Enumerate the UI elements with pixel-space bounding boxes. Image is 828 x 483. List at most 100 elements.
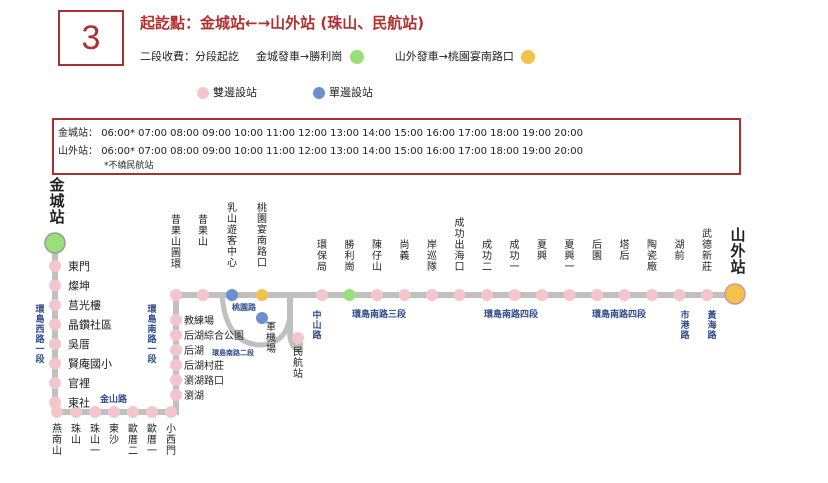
stop-label: 歐厝二	[128, 422, 138, 457]
stop-dot	[49, 338, 61, 350]
stop-dot	[49, 377, 61, 389]
road-label: 市港路	[680, 309, 690, 341]
stop-label: 陳仔山	[372, 239, 382, 273]
stop-label: 民航站	[293, 346, 303, 380]
stop-dot	[170, 389, 182, 401]
stop-label: 后湖村莊	[184, 359, 224, 372]
stop-label: 成功二	[482, 239, 492, 273]
stop-dot	[127, 406, 139, 418]
schedule-row-jincheng: 金城站： 06:00* 07:00 08:00 09:00 10:00 11:0…	[58, 124, 583, 139]
one-way-dot	[313, 87, 325, 99]
stop-label: 賢庵國小	[68, 357, 112, 371]
road-label: 桃園路	[232, 302, 257, 312]
stop-label: 瀏湖	[184, 389, 204, 402]
route-line	[52, 243, 735, 415]
stop-dot	[256, 312, 268, 324]
schedule-note: *不繞民航站	[104, 161, 154, 171]
route-line-airport	[287, 295, 303, 354]
route-line-loop	[219, 294, 293, 348]
schedule-row-shanwai: 山外站： 06:00* 07:00 08:00 09:00 10:00 11:0…	[58, 142, 583, 157]
stop-dot	[398, 289, 411, 301]
stop-label: 吳厝	[68, 338, 90, 351]
stop-dot	[49, 299, 61, 311]
stop-dot	[170, 344, 182, 356]
stop-label: 陶瓷廠	[647, 238, 657, 273]
stop-dot	[108, 406, 120, 418]
stop-label: 桃園宴南路口	[257, 201, 267, 269]
stop-label: 湖前	[675, 239, 685, 262]
route-number-box: 3	[58, 10, 124, 66]
stop-dot	[673, 289, 686, 301]
stop-dot	[316, 289, 328, 301]
stop-dot	[508, 289, 521, 301]
stop-label: 燕南山	[52, 423, 62, 457]
road-label: 環島南路四段	[592, 308, 647, 320]
schedule-origin: 山外站：	[58, 146, 98, 157]
stop-dot	[453, 289, 466, 301]
stop-dot	[170, 329, 182, 341]
stop-dot	[536, 289, 548, 301]
stop-dot	[170, 374, 182, 386]
stop-dot	[646, 289, 658, 301]
stop-dot	[49, 357, 61, 370]
stop-label: 乳山遊客中心	[227, 201, 237, 269]
stop-dot	[70, 406, 82, 418]
road-label: 環島西路一段	[35, 304, 45, 365]
road-label: 環島南路三段	[352, 308, 407, 320]
stop-label: 岸巡隊	[427, 239, 437, 273]
fare-label: 二段收費：分段起訖	[140, 50, 239, 63]
stop-dot	[49, 318, 61, 331]
stop-label: 晶鑽社區	[68, 318, 112, 332]
stop-dot	[170, 314, 182, 326]
two-way-dot	[197, 87, 209, 99]
stop-dot	[292, 332, 304, 344]
fare-info: 二段收費：分段起訖 金城發車→勝利崗 山外發車→桃園宴南路口	[140, 48, 536, 64]
stop-label: 軍機場	[266, 321, 276, 355]
stop-label: 塔后	[620, 238, 630, 262]
stop-dot	[226, 289, 238, 301]
stop-dot	[170, 289, 182, 301]
stop-label: 夏興	[537, 239, 547, 262]
stop-label: 武德新莊	[702, 227, 712, 273]
stop-label: 昔果山	[198, 214, 208, 248]
stop-dot	[49, 396, 61, 409]
road-label: 環島南路四段	[484, 308, 539, 320]
stop-dot	[197, 289, 209, 301]
stop-label: 勝利崗	[345, 238, 355, 273]
stop-label: 環保局	[317, 239, 327, 273]
schedule-origin: 金城站：	[58, 128, 98, 139]
stop-label: 珠山	[71, 422, 81, 446]
fare-a-dot	[349, 50, 364, 64]
stop-dot	[371, 289, 383, 301]
road-label: 環島南路二段	[212, 348, 254, 357]
stop-dot	[49, 260, 61, 272]
stop-label: 東沙	[109, 422, 119, 446]
stop-label: 燦坤	[68, 279, 90, 293]
stop-label: 昔果山圖環	[171, 214, 181, 270]
stop-label: 珠山一	[90, 422, 100, 457]
fare-b-label: 山外發車→桃園宴南路口	[394, 50, 514, 63]
stop-label: 尚義	[400, 238, 410, 262]
stop-label: 瀏湖路口	[184, 374, 224, 387]
terminal-start-label: 金城站	[48, 176, 65, 226]
stop-label: 東門	[68, 260, 90, 273]
stop-dot	[89, 406, 101, 418]
stop-label: 成功一	[510, 239, 520, 273]
stop-label: 歐厝一	[147, 422, 157, 457]
two-way-label: 雙邊設站	[213, 86, 257, 99]
schedule-table: 金城站： 06:00* 07:00 08:00 09:00 10:00 11:0…	[52, 118, 741, 175]
stop-dot	[563, 289, 576, 301]
stop-dot	[701, 289, 713, 301]
terminal-end-label: 山外站	[729, 226, 745, 276]
stop-dot	[165, 406, 177, 418]
stop-label: 教練場	[184, 314, 214, 327]
schedule-times: 06:00* 07:00 08:00 09:00 10:00 11:00 12:…	[101, 128, 583, 139]
stop-label: 后湖	[184, 345, 204, 357]
fare-b-dot	[521, 50, 536, 64]
stop-dot	[618, 289, 631, 301]
stop-dot	[426, 289, 438, 301]
stop-label: 夏興一	[565, 239, 575, 273]
fare-a-label: 金城發車→勝利崗	[256, 50, 343, 63]
stop-label: 小西門	[166, 423, 176, 457]
